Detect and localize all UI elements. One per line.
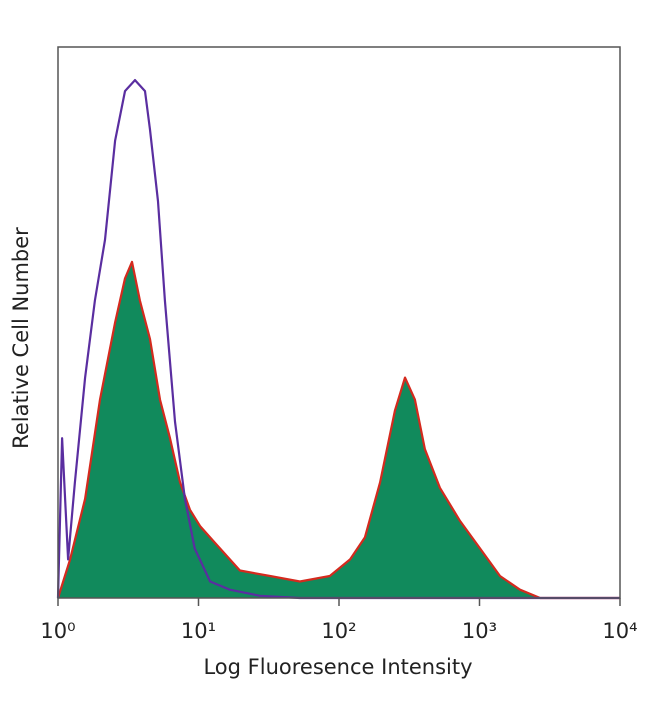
line — [56, 79, 620, 600]
x-tick-label: 10³ — [462, 619, 497, 643]
x-tick-label: 10⁰ — [40, 619, 75, 643]
line — [56, 260, 620, 600]
x-tick-label: 10¹ — [181, 619, 216, 643]
area — [58, 261, 620, 598]
x-axis-label: Log Fluoresence Intensity — [203, 655, 472, 679]
y-axis-label: Relative Cell Number — [9, 227, 33, 449]
x-tick-label: 10² — [321, 619, 356, 643]
x-tick-label: 10⁴ — [602, 619, 637, 643]
